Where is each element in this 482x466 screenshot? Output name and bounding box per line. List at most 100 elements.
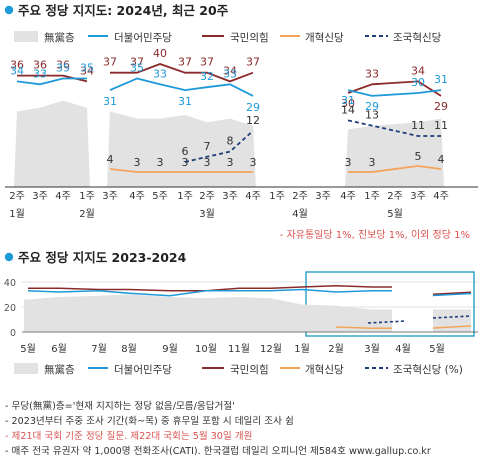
chart1-ppp-label: 37	[200, 56, 214, 69]
chart2-reform-line-1	[432, 325, 472, 329]
chart1-rebuild-label: 11	[411, 119, 425, 132]
chart1-x-tick-label: 2주	[9, 191, 25, 202]
chart1-ppp-label: 37	[130, 56, 144, 69]
chart1-democratic-label: 35	[80, 62, 94, 75]
chart1-democratic-label: 29	[246, 101, 260, 114]
footnote-3: - 제21대 국회 기준 정당 질문. 제22대 국회는 5월 30일 개원	[5, 430, 252, 442]
chart2-undecided-area-0	[24, 294, 392, 332]
chart1-ppp-label: 37	[246, 56, 260, 69]
legend2-label-rebuild: 조국혁신당 (%)	[393, 364, 463, 376]
chart1-democratic-line-0	[16, 77, 87, 86]
chart1-ppp-label: 36	[56, 59, 70, 72]
chart1-democratic-label: 32	[200, 70, 214, 83]
chart1-x-tick-label: 4주	[340, 191, 356, 202]
chart2-month-label: 7월	[91, 343, 107, 355]
chart1-democratic-label: 31	[434, 73, 448, 86]
chart1-rebuild-label: 7	[204, 140, 211, 153]
chart1-ppp-label: 30	[341, 97, 355, 110]
chart2-rebuild-line-1	[432, 315, 472, 319]
chart2-month-label: 11월	[228, 343, 250, 355]
chart2-month-label: 3월	[364, 343, 380, 355]
chart2-ppp-line-1	[432, 291, 472, 296]
chart1-x-tick-label: 2주	[387, 191, 403, 202]
chart1-democratic-label: 33	[153, 67, 167, 80]
chart1-ppp-label: 40	[153, 47, 167, 60]
chart1-undecided-area-0	[14, 100, 90, 187]
chart1-democratic-label: 33	[223, 67, 237, 80]
chart1-x-tick-label: 3주	[32, 191, 48, 202]
chart1-x-tick-label: 3주	[222, 191, 238, 202]
chart1-note: - 자유통일당 1%, 진보당 1%, 이외 정당 1%	[280, 229, 470, 241]
chart2-month-label: 10월	[195, 343, 217, 355]
chart1-reform-label: 3	[134, 156, 141, 169]
chart1-month-label: 3월	[199, 208, 215, 220]
chart1-democratic-label: 30	[411, 76, 425, 89]
chart2-plot: 40 20 0 5월 6월 7월 8월 9월 10월 11월 12월 1월 2월 3월 4월 5월	[4, 271, 478, 355]
chart1-reform-label: 3	[182, 156, 189, 169]
chart1-democratic-label: 34	[10, 64, 24, 77]
chart1-x-tick-label: 4주	[433, 191, 449, 202]
chart1-x-tick-label: 5주	[152, 191, 168, 202]
chart1-x-tick-label: 1주	[269, 191, 285, 202]
legend-label-rebuild: 조국혁신당	[393, 32, 442, 44]
legend-label-ppp: 국민의힘	[230, 32, 269, 44]
chart1-month-label: 5월	[387, 208, 403, 220]
chart1-x-tick-label: 1주	[177, 191, 193, 202]
chart1-democratic-label: 31	[341, 94, 355, 107]
chart2-reform-line-0	[335, 326, 392, 330]
chart1-reform-label: 4	[107, 153, 114, 166]
chart1-ppp-label: 34	[80, 64, 94, 77]
chart1-democratic-label: 29	[365, 100, 379, 113]
chart1-democratic-label: 31	[103, 95, 117, 108]
chart2-y-tick: 40	[4, 278, 16, 289]
chart2-month-label: 5월	[20, 343, 36, 355]
chart2-y-tick: 0	[10, 328, 16, 339]
legend2-label-ppp: 국민의힘	[230, 364, 269, 376]
chart1-legend: 無黨층 더불어민주당 국민의힘 개혁신당 조국혁신당	[14, 31, 442, 44]
chart2-democratic-line-1	[432, 292, 472, 297]
chart1-ppp-line-1	[110, 63, 254, 83]
chart1-ppp-label: 36	[10, 59, 24, 72]
legend-label-undecided: 無黨층	[44, 31, 75, 44]
chart1-rebuild-label: 6	[182, 145, 189, 158]
footnote-2: - 2023년부터 주중 조사 기간(화~목) 중 휴무일 포함 시 데일리 조…	[5, 416, 294, 427]
chart1-ppp-label: 29	[434, 100, 448, 113]
chart2-month-label: 5월	[429, 343, 445, 355]
chart1-democratic-line-1	[109, 77, 254, 97]
legend2-label-democratic: 더불어민주당	[114, 364, 172, 376]
legend2-swatch-undecided	[14, 363, 38, 374]
legend-label-reform: 개혁신당	[305, 32, 344, 44]
chart1-ppp-label: 36	[33, 59, 47, 72]
chart1-ppp-line-2	[347, 80, 442, 97]
chart1-title: 주요 정당 지지도: 2024년, 최근 20주	[18, 3, 229, 18]
chart2-democratic-line-0	[27, 288, 392, 297]
chart2-month-label: 1월	[294, 343, 310, 355]
chart1-x-tick-label: 3주	[410, 191, 426, 202]
chart1-undecided-area-1	[107, 111, 256, 187]
chart2-title: 주요 정당 지지도 2023-2024	[18, 250, 187, 265]
chart1-x-tick-label: 2주	[199, 191, 215, 202]
chart1-x-tick-label: 4주	[129, 191, 145, 202]
chart2-month-label: 12월	[260, 343, 282, 355]
chart1-x-tick-label: 3주	[315, 191, 331, 202]
chart2-legend: 無黨층 더불어민주당 국민의힘 개혁신당 조국혁신당 (%)	[14, 363, 463, 376]
chart1-x-tick-label: 2주	[292, 191, 308, 202]
chart1-democratic-label: 35	[130, 62, 144, 75]
chart1-democratic-label: 31	[178, 95, 192, 108]
chart1-rebuild-label: 14	[341, 103, 355, 116]
chart1-democratic-line-2	[347, 89, 442, 97]
chart2-ppp-line-0	[28, 284, 392, 292]
chart1-month-label: 1월	[9, 208, 25, 220]
chart1-reform-label: 3	[345, 156, 352, 169]
chart1-x-tick-label: 4주	[245, 191, 261, 202]
chart1-democratic-label: 33	[33, 67, 47, 80]
chart1-ppp-label: 34	[223, 64, 237, 77]
chart1-reform-label: 5	[415, 150, 422, 163]
chart2-month-label: 4월	[395, 343, 411, 355]
chart2-undecided-area-1	[433, 309, 471, 332]
chart1-x-tick-label: 3주	[102, 191, 118, 202]
chart1-reform-label: 3	[227, 156, 234, 169]
chart1-democratic-label: 35	[56, 62, 70, 75]
